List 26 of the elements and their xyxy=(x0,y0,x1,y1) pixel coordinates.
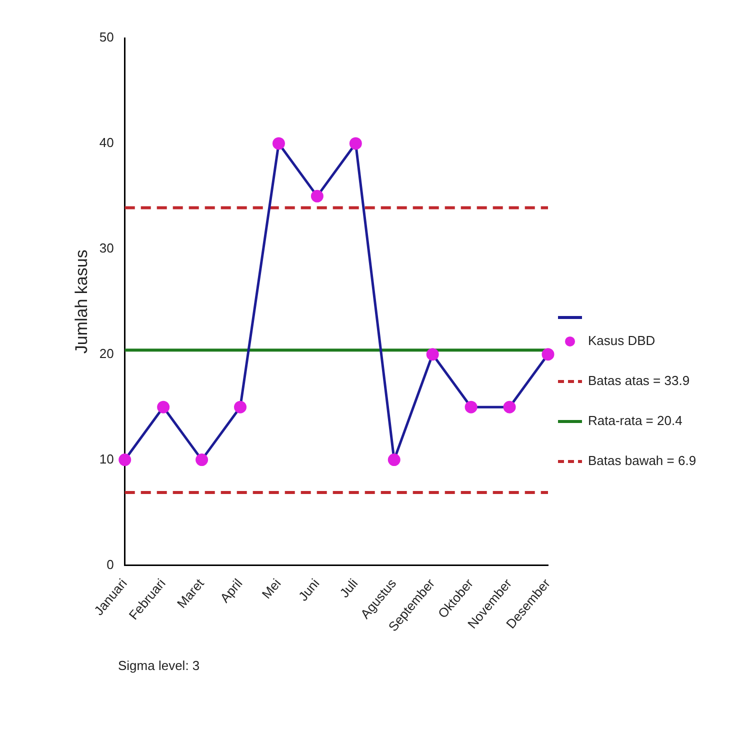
legend-label: Rata-rata = 20.4 xyxy=(588,413,682,428)
y-tick-label: 20 xyxy=(99,346,114,361)
legend-label: Batas bawah = 6.9 xyxy=(588,453,696,468)
point xyxy=(272,137,285,150)
legend-label: Batas atas = 33.9 xyxy=(588,373,690,388)
point xyxy=(464,400,478,414)
y-tick-label: 30 xyxy=(99,240,114,256)
point xyxy=(426,348,439,361)
y-tick-label: 10 xyxy=(99,451,114,466)
point xyxy=(196,454,208,466)
y-tick-label: 50 xyxy=(99,30,114,45)
point xyxy=(503,400,516,414)
point xyxy=(349,137,362,150)
point xyxy=(157,400,170,414)
point xyxy=(388,454,400,466)
y-axis-title: Jumlah kasus xyxy=(72,250,91,354)
y-tick-label: 40 xyxy=(99,135,114,150)
point xyxy=(118,454,132,466)
x-tick-label: Juli xyxy=(336,576,361,600)
text: Sigma level: 3 xyxy=(118,658,201,673)
point xyxy=(234,400,247,414)
y-tick-label: 0 xyxy=(106,556,114,572)
x-tick-label: Mei xyxy=(258,576,284,602)
legend-label: Kasus DBD xyxy=(588,333,656,348)
point xyxy=(542,348,554,361)
point xyxy=(310,190,324,202)
